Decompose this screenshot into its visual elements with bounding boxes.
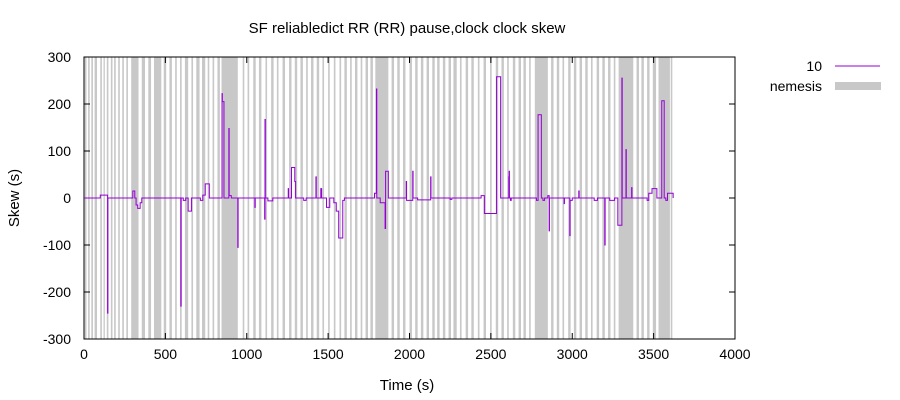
nemesis-band-27 bbox=[221, 57, 238, 339]
nemesis-band-97 bbox=[670, 57, 673, 339]
y-tick-label-6: 300 bbox=[48, 49, 72, 65]
y-tick-label-3: 0 bbox=[63, 190, 71, 206]
series-layer bbox=[84, 76, 674, 314]
nemesis-band-4 bbox=[100, 57, 102, 339]
nemesis-band-56 bbox=[409, 57, 412, 339]
y-tick-label-4: 100 bbox=[48, 143, 72, 159]
nemesis-band-43 bbox=[328, 57, 330, 339]
chart-title: SF reliabledict RR (RR) pause,clock cloc… bbox=[249, 20, 566, 37]
x-axis-label: Time (s) bbox=[380, 377, 434, 394]
nemesis-band-44 bbox=[333, 57, 336, 339]
y-tick-label-5: 200 bbox=[48, 96, 72, 112]
y-axis-label: Skew (s) bbox=[6, 169, 23, 227]
nemesis-band-58 bbox=[420, 57, 424, 339]
nemesis-band-59 bbox=[426, 57, 430, 339]
legend-label-0: 10 bbox=[806, 58, 822, 74]
x-tick-label-5: 2500 bbox=[475, 346, 506, 362]
nemesis-band-45 bbox=[339, 57, 342, 339]
y-tick-label-2: -100 bbox=[43, 237, 71, 253]
y-tick-label-0: -300 bbox=[43, 331, 71, 347]
nemesis-band-23 bbox=[201, 57, 206, 339]
x-tick-label-2: 1000 bbox=[231, 346, 262, 362]
axis-ticks: 0 500 1000 1500 2000 2500 3000 3500 4000-300-200… bbox=[43, 49, 751, 362]
nemesis-band-95 bbox=[652, 57, 657, 339]
nemesis-band-52 bbox=[375, 57, 389, 339]
legend-swatch-band-1 bbox=[835, 82, 881, 90]
legend-label-1: nemesis bbox=[770, 78, 822, 94]
nemesis-band-5 bbox=[103, 57, 105, 339]
x-tick-label-4: 2000 bbox=[394, 346, 425, 362]
y-tick-label-1: -200 bbox=[43, 284, 71, 300]
x-tick-label-7: 3500 bbox=[638, 346, 669, 362]
x-tick-label-3: 1500 bbox=[313, 346, 344, 362]
x-tick-label-8: 4000 bbox=[719, 346, 750, 362]
nemesis-band-24 bbox=[207, 57, 210, 339]
x-tick-label-6: 3000 bbox=[557, 346, 588, 362]
nemesis-band-70 bbox=[490, 57, 492, 339]
x-tick-label-0: 0 bbox=[80, 346, 88, 362]
x-tick-label-1: 500 bbox=[154, 346, 178, 362]
legend: 10 nemesis bbox=[770, 58, 881, 94]
series-line-10 bbox=[84, 76, 674, 314]
